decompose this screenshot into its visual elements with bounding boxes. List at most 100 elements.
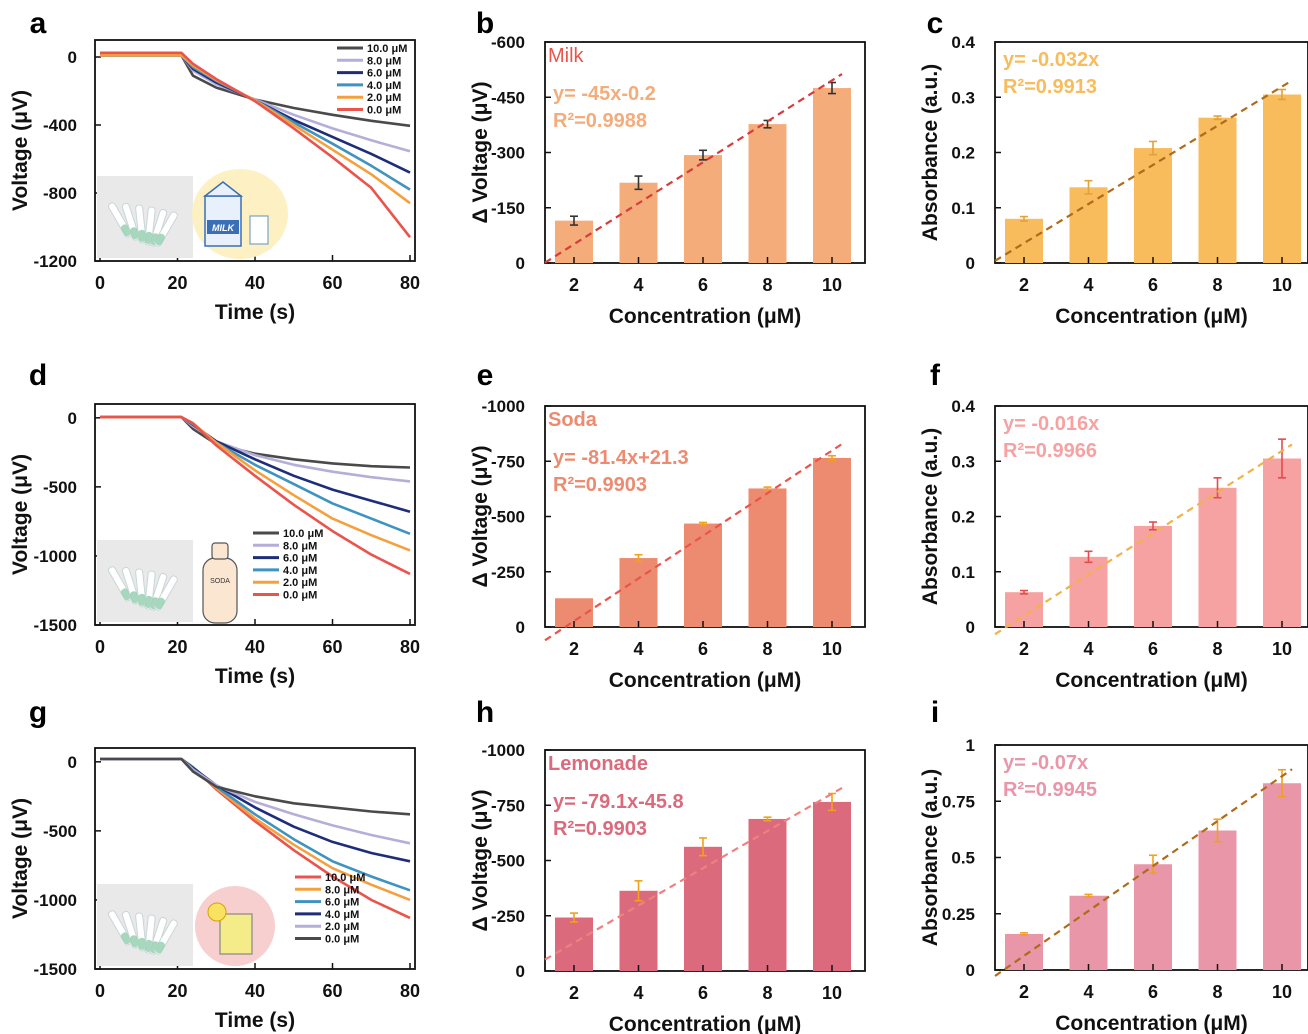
fit-line bbox=[544, 73, 843, 264]
y-tick-label: 0 bbox=[516, 962, 525, 981]
bar bbox=[748, 818, 787, 971]
legend-label: 6.0 μM bbox=[325, 897, 359, 909]
x-tick-label: 8 bbox=[762, 275, 772, 295]
sample-label: Milk bbox=[548, 45, 585, 67]
bar bbox=[1198, 830, 1237, 970]
x-tick-label: 6 bbox=[1148, 982, 1158, 1002]
sample-tubes-photo bbox=[97, 540, 193, 622]
fit-line bbox=[994, 79, 1293, 262]
x-axis-label: Time (s) bbox=[215, 301, 295, 324]
y-tick-label: -250 bbox=[491, 907, 525, 926]
x-tick-label: 40 bbox=[245, 981, 265, 1001]
x-tick-label: 80 bbox=[400, 981, 420, 1001]
y-tick-label: -500 bbox=[43, 478, 77, 497]
x-tick-label: 10 bbox=[1272, 982, 1292, 1002]
fit-equation: y= -0.032x bbox=[1003, 49, 1099, 71]
tube-liquid bbox=[120, 224, 131, 237]
y-axis-label: Voltage (μV) bbox=[9, 798, 32, 919]
panel-f: f 0 0.1 0.2 0.3 0.4 2 4 6 8 10 Concentration (μM) Ab… bbox=[919, 359, 1308, 692]
x-tick-label: 40 bbox=[245, 637, 265, 657]
y-tick-label: -500 bbox=[43, 822, 77, 841]
y-axis-label: Δ Voltage (μV) bbox=[469, 790, 492, 932]
bar bbox=[1069, 895, 1108, 970]
y-tick-label: 0.1 bbox=[951, 563, 975, 582]
tube-liquid bbox=[138, 229, 146, 242]
y-tick-label: 0.3 bbox=[951, 88, 975, 107]
milk-carton-label: MILK bbox=[212, 223, 235, 233]
y-tick-label: 0 bbox=[516, 618, 525, 637]
series-line bbox=[100, 54, 411, 128]
x-tick-label: 8 bbox=[762, 639, 772, 659]
series-line bbox=[100, 51, 412, 239]
x-tick-label: 20 bbox=[167, 637, 187, 657]
sample-tubes-photo bbox=[97, 884, 193, 966]
fit-r-squared: R²=0.9903 bbox=[553, 474, 647, 496]
x-tick-label: 4 bbox=[633, 983, 643, 1003]
y-tick-label: -600 bbox=[491, 33, 525, 52]
y-tick-label: 0.5 bbox=[951, 849, 975, 868]
tube-liquid bbox=[130, 227, 139, 240]
fit-equation: y= -79.1x-45.8 bbox=[553, 791, 684, 813]
x-tick-label: 40 bbox=[245, 273, 265, 293]
y-tick-label: -500 bbox=[491, 508, 525, 527]
y-tick-label: -1500 bbox=[34, 616, 77, 635]
y-axis-label: Δ Voltage (μV) bbox=[469, 82, 492, 224]
series-line bbox=[100, 54, 411, 153]
y-tick-label: -1200 bbox=[34, 252, 77, 271]
x-tick-label: 0 bbox=[95, 981, 105, 1001]
tube-liquid bbox=[130, 591, 139, 604]
x-tick-label: 6 bbox=[698, 983, 708, 1003]
bar bbox=[1263, 458, 1301, 627]
y-axis-label: Voltage (μV) bbox=[9, 90, 32, 211]
tube-liquid bbox=[155, 597, 165, 610]
legend-label: 8.0 μM bbox=[367, 55, 401, 67]
tube-liquid bbox=[155, 233, 165, 246]
y-tick-label: -1000 bbox=[482, 741, 525, 760]
legend-label: 4.0 μM bbox=[325, 909, 359, 921]
bar bbox=[1005, 218, 1043, 263]
y-tick-label: -800 bbox=[43, 184, 77, 203]
legend-label: 10.0 μM bbox=[283, 528, 323, 540]
lemonade-glass-icon bbox=[219, 913, 253, 955]
x-tick-label: 60 bbox=[322, 637, 342, 657]
y-tick-label: -300 bbox=[491, 144, 525, 163]
x-tick-label: 4 bbox=[633, 639, 643, 659]
x-axis-label: Concentration (μM) bbox=[609, 669, 802, 692]
series-line bbox=[100, 415, 411, 576]
y-tick-label: -1000 bbox=[34, 547, 77, 566]
fit-r-squared: R²=0.9903 bbox=[553, 818, 647, 840]
y-tick-label: -750 bbox=[491, 452, 525, 471]
panel-letter: a bbox=[30, 7, 47, 40]
panel-letter: b bbox=[476, 7, 494, 40]
y-axis-label: Absorbance (a.u.) bbox=[919, 769, 942, 946]
legend-label: 4.0 μM bbox=[283, 565, 317, 577]
bar bbox=[619, 890, 658, 971]
series-line bbox=[100, 54, 411, 174]
panel-letter: e bbox=[477, 359, 494, 392]
bar bbox=[619, 558, 658, 627]
fit-equation: y= -81.4x+21.3 bbox=[553, 447, 689, 469]
panel-i: i 0 0.25 0.5 0.75 1 2 4 6 8 10 Concentration (μM) Ab… bbox=[919, 696, 1308, 1034]
x-tick-label: 0 bbox=[95, 637, 105, 657]
x-tick-label: 4 bbox=[1083, 639, 1093, 659]
y-tick-label: 0.2 bbox=[951, 508, 975, 527]
y-tick-label: 0 bbox=[966, 961, 975, 980]
x-tick-label: 2 bbox=[1019, 982, 1029, 1002]
panel-letter: i bbox=[931, 696, 939, 729]
y-tick-label: 0.2 bbox=[951, 144, 975, 163]
x-tick-label: 0 bbox=[95, 273, 105, 293]
bar bbox=[813, 801, 851, 971]
tube-liquid bbox=[138, 937, 146, 950]
legend-label: 0.0 μM bbox=[283, 590, 317, 602]
bar bbox=[748, 488, 787, 627]
fit-r-squared: R²=0.9988 bbox=[553, 110, 647, 132]
series-line bbox=[100, 757, 411, 892]
y-tick-label: -1000 bbox=[482, 397, 525, 416]
y-axis-label: Voltage (μV) bbox=[9, 454, 32, 575]
x-tick-label: 6 bbox=[1148, 639, 1158, 659]
bar bbox=[555, 917, 593, 971]
y-tick-label: -150 bbox=[491, 199, 525, 218]
y-tick-label: -450 bbox=[491, 88, 525, 107]
y-axis-label: Δ Voltage (μV) bbox=[469, 446, 492, 588]
bar bbox=[1069, 187, 1108, 263]
